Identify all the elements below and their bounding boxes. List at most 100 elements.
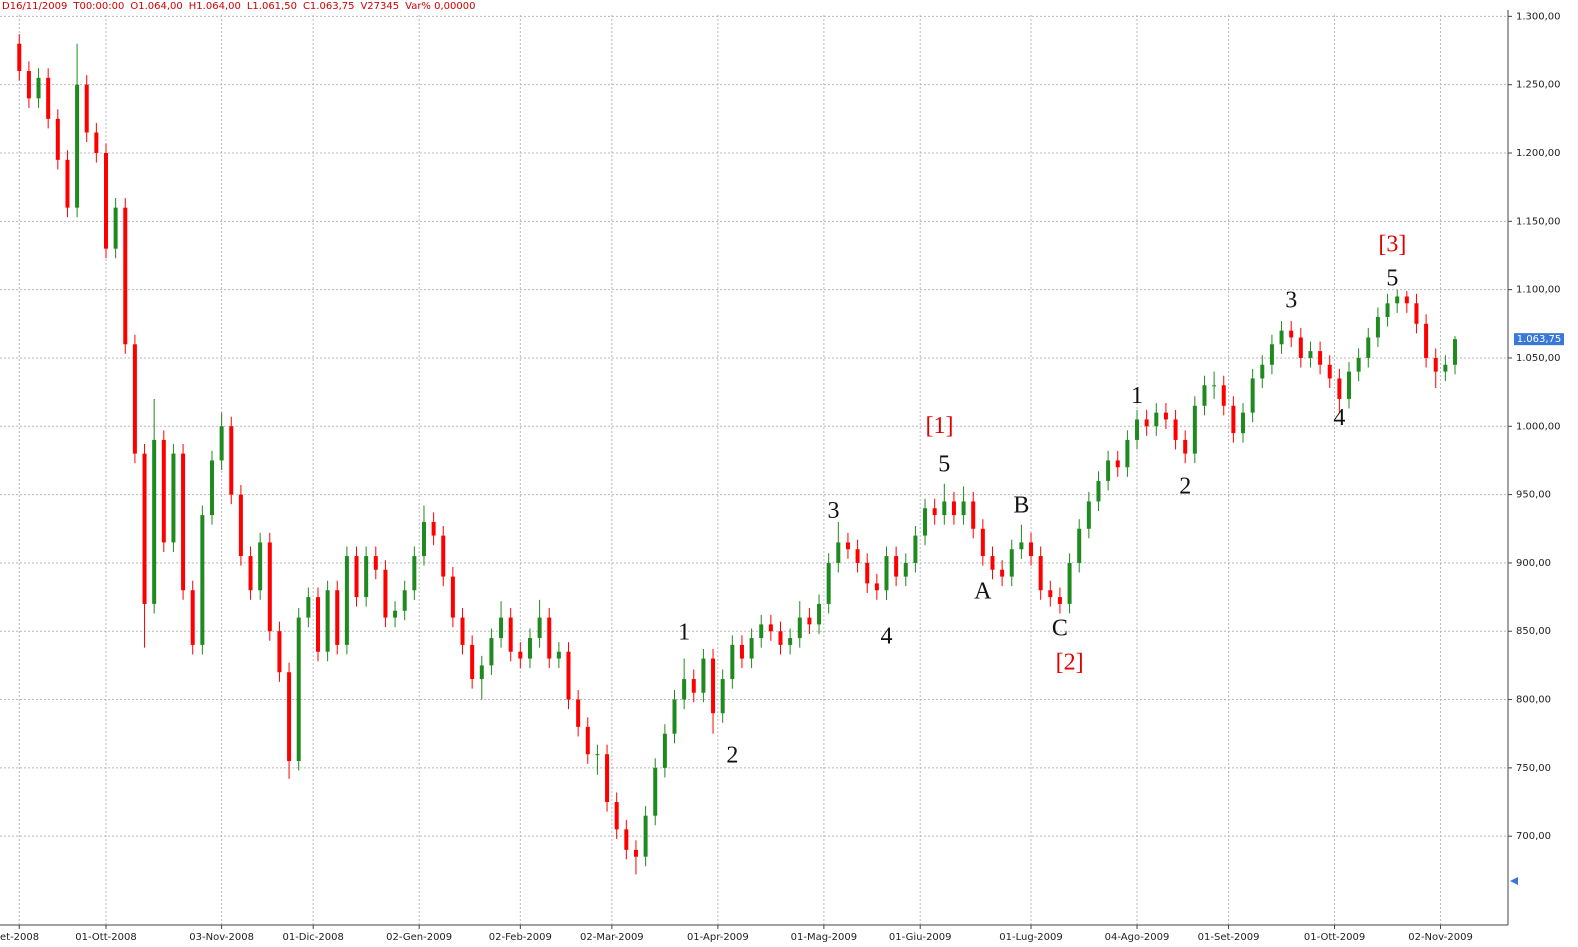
- candle-body: [1385, 303, 1390, 317]
- candle-body: [1424, 323, 1429, 358]
- candle-body: [46, 77, 51, 119]
- x-tick-label: 02-Feb-2009: [489, 932, 552, 943]
- candle-body: [990, 556, 995, 570]
- candle-body: [1135, 419, 1140, 440]
- candle-body: [518, 651, 523, 659]
- candle-body: [865, 562, 870, 584]
- candle-body: [393, 610, 398, 618]
- candle-body: [1154, 412, 1159, 427]
- candle-body: [113, 207, 118, 249]
- candle-body: [335, 590, 340, 645]
- candle-body: [1269, 344, 1274, 365]
- candle-body: [142, 453, 147, 604]
- header-item: D16/11/2009: [2, 1, 68, 12]
- candle-body: [132, 344, 137, 454]
- candle-body: [624, 829, 629, 850]
- candle-body: [537, 617, 542, 639]
- candle-body: [17, 43, 22, 72]
- candle-body: [499, 617, 504, 639]
- x-tick-label: 01-Dic-2008: [282, 932, 343, 943]
- candle-body: [103, 153, 108, 249]
- candle-body: [903, 562, 908, 577]
- candle-body: [1202, 385, 1207, 406]
- candle-body: [1183, 439, 1188, 454]
- candle-body: [229, 426, 234, 495]
- candle-body: [209, 460, 214, 516]
- candle-body: [894, 556, 899, 577]
- candle-body: [1308, 351, 1313, 358]
- candle-body: [1067, 562, 1072, 604]
- candle-body: [1000, 569, 1005, 577]
- candle-body: [1279, 330, 1284, 345]
- candle-body: [1019, 542, 1024, 550]
- y-tick-label: 1.000,00: [1516, 421, 1561, 432]
- candle-body: [450, 576, 455, 618]
- candle-body: [797, 617, 802, 639]
- candle-body: [1038, 556, 1043, 591]
- candle-body: [508, 617, 513, 652]
- y-tick-label: 700,00: [1516, 831, 1551, 842]
- candle-body: [402, 590, 407, 611]
- header-item: T00:00:00: [73, 1, 125, 12]
- candle-body: [190, 590, 195, 645]
- wave-label: 2: [726, 742, 738, 768]
- candle-body: [75, 84, 80, 208]
- candle-body: [1029, 542, 1034, 557]
- candle-body: [1231, 405, 1236, 434]
- candle-body: [1318, 351, 1323, 365]
- candle-body: [653, 767, 658, 816]
- y-tick-label: 800,00: [1516, 695, 1551, 706]
- candle-body: [1009, 549, 1014, 577]
- candle-body: [595, 754, 600, 756]
- candle-body: [556, 651, 561, 659]
- wave-label: 4: [880, 624, 892, 650]
- candle-body: [662, 733, 667, 768]
- candle-body: [845, 542, 850, 550]
- y-tick-label: 1.050,00: [1516, 353, 1561, 364]
- candle-body: [527, 638, 532, 659]
- candle-body: [1356, 357, 1361, 372]
- candle-body: [219, 426, 224, 461]
- candle-body: [739, 644, 744, 659]
- candle-body: [1433, 357, 1438, 372]
- y-tick-label: 750,00: [1516, 763, 1551, 774]
- candle-body: [884, 556, 889, 591]
- y-tick-label: 1.100,00: [1516, 285, 1561, 296]
- candle-body: [1192, 405, 1197, 454]
- y-tick-label: 1.300,00: [1516, 11, 1561, 22]
- candle-body: [1125, 439, 1130, 468]
- plot-area: [0, 15, 1508, 925]
- candle-body: [1250, 378, 1255, 413]
- wave-label: B: [1013, 492, 1029, 518]
- candle-body: [942, 501, 947, 516]
- candle-body: [161, 439, 166, 543]
- candle-body: [344, 556, 349, 645]
- wave-label: 3: [1285, 287, 1297, 313]
- candle-body: [1298, 337, 1303, 358]
- candle-body: [287, 672, 292, 762]
- candle-body: [171, 453, 176, 543]
- candle-body: [1327, 364, 1332, 379]
- candle-body: [701, 658, 706, 693]
- last-price-label: 1.063,75: [1517, 334, 1562, 345]
- scroll-marker: [1510, 877, 1518, 885]
- header-item: O1.064,00: [130, 1, 183, 12]
- candle-body: [200, 515, 205, 645]
- y-tick-label: 1.250,00: [1516, 80, 1561, 91]
- candle-body: [672, 699, 677, 734]
- candle-body: [1212, 385, 1217, 387]
- candle-body: [1260, 364, 1265, 379]
- x-tick-label: 02-Mar-2009: [580, 932, 644, 943]
- candle-body: [720, 679, 725, 714]
- wave-label: 2: [1179, 473, 1191, 499]
- wave-label: 3: [827, 498, 839, 524]
- candle-body: [238, 494, 243, 557]
- quote-header: D16/11/2009 T00:00:00 O1.064,00 H1.064,00 L1…: [2, 0, 475, 13]
- candle-body: [421, 521, 426, 557]
- candle-body: [1048, 590, 1053, 598]
- candle-body: [36, 77, 41, 99]
- last-price-box: [1514, 333, 1564, 346]
- candle-body: [431, 521, 436, 536]
- candle-body: [836, 542, 841, 563]
